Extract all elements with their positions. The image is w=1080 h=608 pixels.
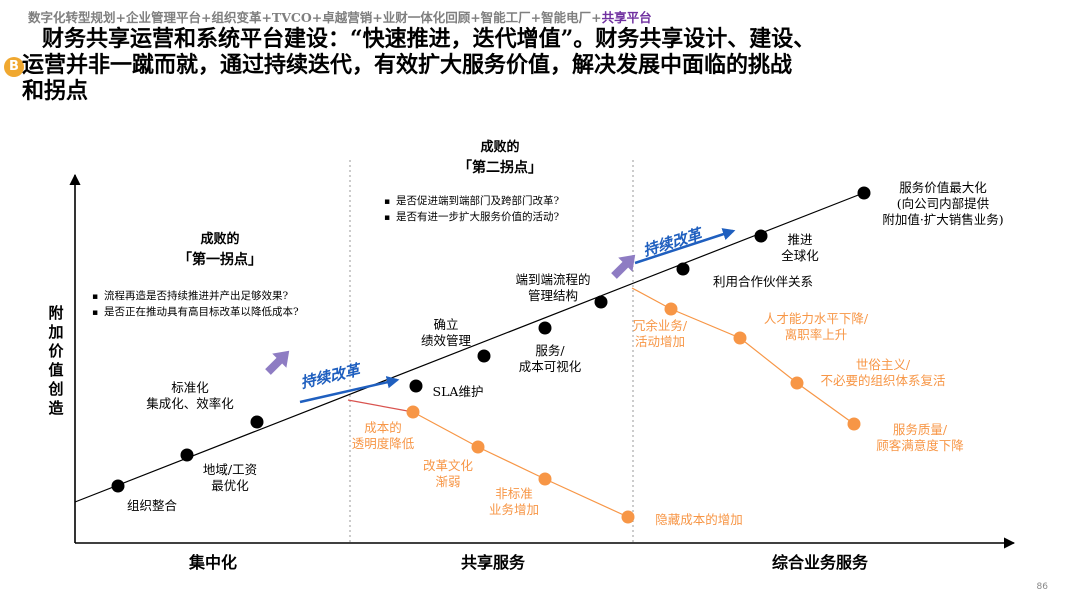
- continuous-reform-arrow-2: [634, 228, 736, 265]
- continuous-reform-arrow-1: [299, 376, 400, 404]
- branch1-point: [621, 510, 635, 524]
- main-point: [676, 262, 690, 276]
- inflection-box-1: 成败的 「第一拐点」 ▪ 流程再造是否持续推进并产出足够效果? ▪ 是否正在推动…: [92, 231, 299, 318]
- main-point: [538, 321, 552, 335]
- main-point: [477, 349, 491, 363]
- page-number: 86: [1036, 582, 1048, 592]
- branch2-label: 服务质量/顾客满意度下降: [876, 422, 964, 453]
- inflection2-bullet: 是否促进端到端部门及跨部门改革?: [396, 194, 559, 207]
- branch2-label: 人才能力水平下降/离职率上升: [764, 311, 869, 342]
- title-line-2: 运营并非一蹴而就，通过持续迭代，有效扩大服务价值，解决发展中面临的挑战: [22, 52, 793, 78]
- main-point: [857, 186, 871, 200]
- inflection-box-2: 成败的 「第二拐点」 ▪ 是否促进端到端部门及跨部门改革? ▪ 是否有进一步扩大…: [384, 139, 559, 223]
- y-label-char: 价: [48, 342, 64, 360]
- continuous-reform-label-1: 持续改革: [299, 360, 364, 392]
- phase-label-integrated-services: 综合业务服务: [772, 553, 869, 572]
- inflection1-bullet: 流程再造是否持续推进并产出足够效果?: [104, 289, 288, 302]
- branch1-point: [538, 472, 552, 486]
- section-badge: B: [4, 57, 24, 77]
- inflection2-title: 成败的: [480, 139, 519, 155]
- main-label: 利用合作伙伴关系: [713, 274, 813, 289]
- main-point: [250, 415, 264, 429]
- branch1-label: 成本的透明度降低: [352, 420, 415, 451]
- page-title: 财务共享运营和系统平台建设：“快速推进，迭代增值”。财务共享设计、建设、 运营并…: [22, 26, 1052, 104]
- main-point: [180, 448, 194, 462]
- branch2-point: [847, 417, 861, 431]
- breadcrumb: 数字化转型规划+企业管理平台+组织变革+TVCO+卓越营销+业财一体化回顾+智能…: [28, 7, 652, 26]
- inflection1-subtitle: 「第一拐点」: [178, 251, 262, 268]
- branch1-label: 隐藏成本的增加: [655, 512, 743, 527]
- main-point: [409, 379, 423, 393]
- branch1-point: [406, 405, 420, 419]
- inflection1-title: 成败的: [200, 231, 239, 247]
- branch1-label: 改革文化渐弱: [423, 458, 474, 489]
- main-label: 服务/成本可视化: [519, 343, 582, 374]
- main-point: [594, 295, 608, 309]
- main-point: [754, 229, 768, 243]
- main-point: [111, 479, 125, 493]
- branch2-point: [664, 302, 678, 316]
- main-path-points: [111, 186, 871, 493]
- branch2-point: [790, 376, 804, 390]
- title-line-3: 和拐点: [22, 78, 89, 104]
- main-path-line: [74, 191, 867, 503]
- title-line-1: 财务共享运营和系统平台建设：“快速推进，迭代增值”。财务共享设计、建设、: [42, 26, 816, 52]
- y-label-char: 造: [48, 399, 63, 417]
- inflection1-bullet: 是否正在推动具有高目标改革以降低成本?: [104, 305, 299, 318]
- branch2-label: 世俗主义/不必要的组织体系复活: [820, 357, 945, 388]
- branch2-point: [733, 331, 747, 345]
- branch1-connector: [347, 399, 414, 413]
- main-label: 推进全球化: [781, 232, 819, 263]
- breadcrumb-path: 数字化转型规划+企业管理平台+组织变革+TVCO+卓越营销+业财一体化回顾+智能…: [28, 10, 602, 25]
- branch-points: [406, 302, 861, 524]
- branch1-label: 非标准业务增加: [489, 486, 539, 517]
- phase-label-shared-services: 共享服务: [461, 553, 526, 572]
- main-label: 服务价值最大化(向公司内部提供附加值·扩大销售业务): [882, 180, 1003, 227]
- inflection2-bullet-marker: ▪: [384, 197, 390, 207]
- y-label-char: 创: [47, 380, 63, 398]
- upward-arrow-icon: [611, 254, 636, 279]
- upward-arrow-icon: [265, 350, 290, 375]
- inflection2-bullet: 是否有进一步扩大服务价值的活动?: [396, 210, 559, 223]
- main-label: 组织整合: [127, 498, 178, 513]
- main-label: 端到端流程的管理结构: [515, 272, 590, 303]
- y-axis-label: 附 加 价 值 创 造: [47, 304, 64, 417]
- inflection1-bullet-marker: ▪: [92, 292, 98, 302]
- main-label: 地域/工资最优化: [203, 462, 257, 493]
- phase-label-centralization: 集中化: [188, 553, 237, 572]
- main-label: 确立绩效管理: [421, 317, 472, 348]
- continuous-reform-label-2: 持续改革: [641, 224, 707, 260]
- main-label: 标准化集成化、效率化: [146, 380, 234, 411]
- branch2-label: 冗余业务/活动增加: [633, 318, 688, 349]
- y-label-char: 附: [48, 304, 63, 322]
- inflection2-subtitle: 「第二拐点」: [458, 159, 542, 176]
- y-label-char: 加: [47, 323, 63, 341]
- branch1-point: [471, 440, 485, 454]
- breadcrumb-current: 共享平台: [601, 10, 652, 25]
- inflection1-bullet-marker: ▪: [92, 308, 98, 318]
- inflection2-bullet-marker: ▪: [384, 213, 390, 223]
- branch1-line: [412, 411, 629, 518]
- main-label: SLA维护: [433, 384, 484, 399]
- y-label-char: 值: [48, 361, 63, 379]
